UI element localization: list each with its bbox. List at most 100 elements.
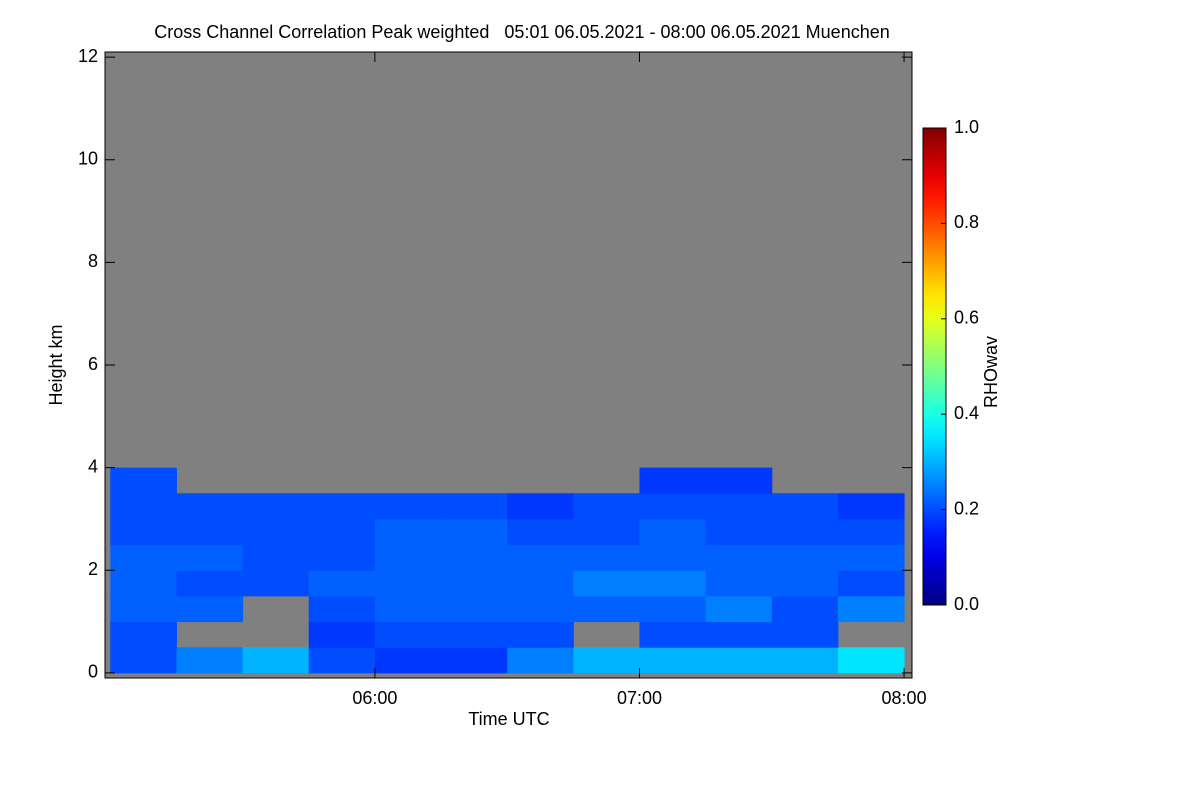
heatmap-cell: [441, 621, 508, 648]
colorbar-tick-label: 0.4: [954, 403, 979, 423]
x-tick-label: 07:00: [617, 688, 662, 708]
heatmap-cell: [837, 647, 905, 674]
heatmap-cell: [441, 570, 508, 597]
x-tick-label: 06:00: [352, 688, 397, 708]
heatmap-cell: [771, 544, 839, 571]
y-tick-label: 2: [88, 559, 98, 579]
heatmap-cell: [308, 621, 376, 648]
heatmap-cell: [573, 570, 640, 597]
heatmap-cell: [110, 467, 177, 494]
heatmap-cell: [308, 595, 376, 623]
heatmap-cell: [110, 621, 177, 648]
y-tick-label: 10: [78, 149, 98, 169]
x-axis-label: Time UTC: [468, 709, 549, 729]
heatmap-cell: [374, 647, 442, 674]
heatmap-cell: [705, 467, 773, 494]
heatmap-cell: [242, 544, 310, 571]
heatmap-cell: [110, 493, 177, 520]
heatmap-cell: [110, 595, 177, 623]
heatmap-cell: [771, 493, 839, 520]
heatmap-cell: [705, 544, 773, 571]
colorbar-tick-label: 1.0: [954, 117, 979, 137]
y-tick-label: 4: [88, 456, 98, 476]
colorbar-tick-label: 0.2: [954, 498, 979, 518]
heatmap-cell: [308, 518, 376, 546]
heatmap-cell: [573, 544, 640, 571]
heatmap-cell: [374, 518, 442, 546]
heatmap-cell: [573, 518, 640, 546]
heatmap-cell: [374, 621, 442, 648]
x-tick-label: 08:00: [882, 688, 927, 708]
heatmap-cell: [639, 493, 707, 520]
heatmap-cell: [573, 647, 640, 674]
heatmap-cell: [837, 544, 905, 571]
heatmap-cell: [507, 647, 574, 674]
heatmap-cell: [176, 518, 244, 546]
heatmap-cell: [771, 647, 839, 674]
heatmap-cell: [374, 595, 442, 623]
heatmap-cell: [308, 570, 376, 597]
heatmap-cell: [771, 570, 839, 597]
heatmap-cell: [110, 647, 177, 674]
heatmap-cell: [837, 570, 905, 597]
y-tick-label: 12: [78, 46, 98, 66]
heatmap-cell: [176, 647, 244, 674]
heatmap-cell: [837, 595, 905, 623]
heatmap-cell: [507, 621, 574, 648]
heatmap-cell: [573, 595, 640, 623]
heatmap-cell: [705, 493, 773, 520]
heatmap-cell: [242, 493, 310, 520]
colorbar-tick-label: 0.0: [954, 594, 979, 614]
heatmap-cell: [837, 493, 905, 520]
heatmap-cell: [771, 621, 839, 648]
y-tick-label: 0: [88, 662, 98, 682]
heatmap-cell: [639, 570, 707, 597]
heatmap-cell: [308, 647, 376, 674]
heatmap-cell: [110, 570, 177, 597]
heatmap-cell: [176, 544, 244, 571]
heatmap-cell: [441, 518, 508, 546]
chart-title: Cross Channel Correlation Peak weighted …: [154, 22, 890, 42]
heatmap-cell: [507, 595, 574, 623]
heatmap-cell: [507, 518, 574, 546]
heatmap-cell: [441, 647, 508, 674]
heatmap-cell: [771, 595, 839, 623]
heatmap-cell: [441, 544, 508, 571]
heatmap-cell: [308, 544, 376, 571]
heatmap-cell: [507, 544, 574, 571]
heatmap-cell: [705, 518, 773, 546]
heatmap-cell: [176, 493, 244, 520]
heatmap-cell: [639, 467, 707, 494]
colorbar-tick-label: 0.8: [954, 212, 979, 232]
heatmap-cell: [176, 570, 244, 597]
heatmap-cell: [705, 647, 773, 674]
heatmap-cell: [705, 570, 773, 597]
heatmap-cell: [507, 493, 574, 520]
heatmap-cell: [639, 544, 707, 571]
heatmap-cell: [176, 595, 244, 623]
heatmap-cell: [441, 595, 508, 623]
heatmap-cell: [705, 595, 773, 623]
heatmap-cell: [639, 621, 707, 648]
heatmap-cell: [771, 518, 839, 546]
colorbar: [922, 127, 947, 606]
heatmap-cell: [507, 570, 574, 597]
heatmap-cell: [639, 647, 707, 674]
heatmap-cell: [110, 544, 177, 571]
y-tick-label: 8: [88, 251, 98, 271]
heatmap-cell: [110, 518, 177, 546]
colorbar-label: RHOwav: [981, 336, 1001, 408]
y-axis-label: Height km: [46, 324, 66, 405]
heatmap-cell: [374, 544, 442, 571]
heatmap-cell: [308, 493, 376, 520]
heatmap-cell: [374, 570, 442, 597]
heatmap-cell: [242, 647, 310, 674]
y-tick-label: 6: [88, 354, 98, 374]
heatmap-cell: [705, 621, 773, 648]
heatmap-cell: [837, 518, 905, 546]
colorbar-tick-label: 0.6: [954, 308, 979, 328]
heatmap-cell: [573, 493, 640, 520]
heatmap-cell: [639, 595, 707, 623]
